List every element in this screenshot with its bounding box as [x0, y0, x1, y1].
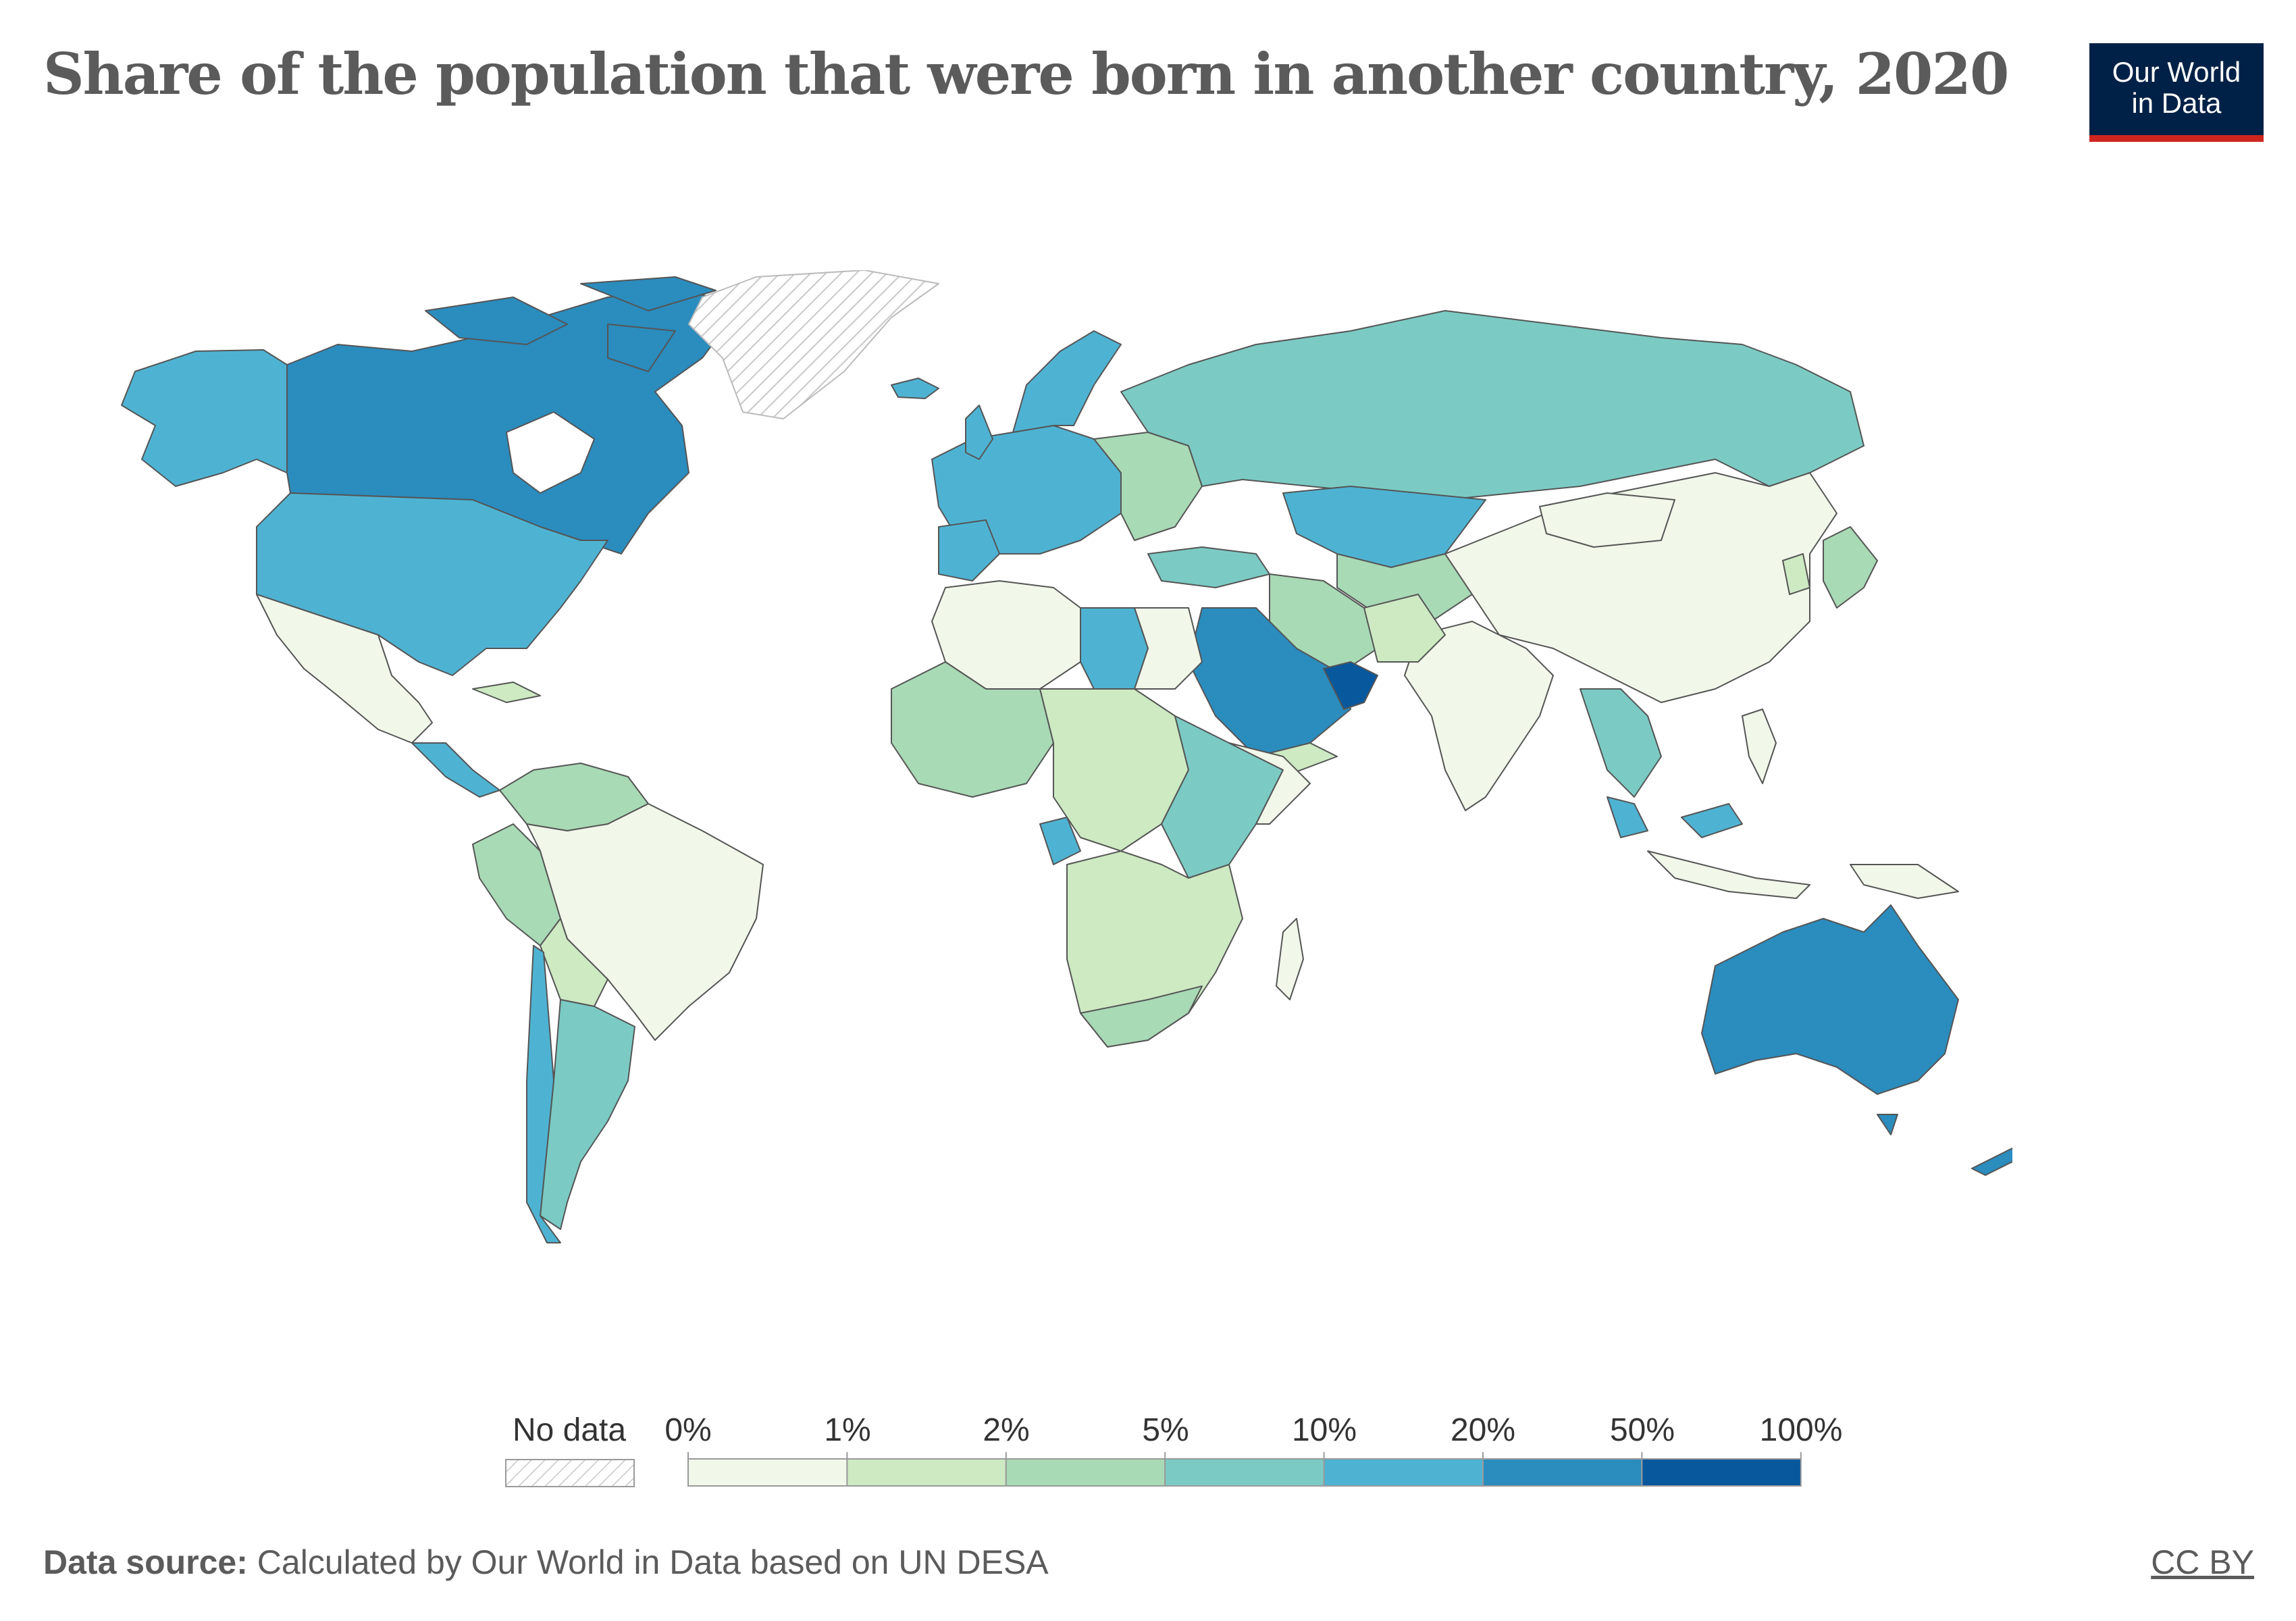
legend-bin-6[interactable]	[1641, 1458, 1802, 1487]
region-cuba[interactable]	[472, 681, 541, 703]
region-korea[interactable]	[1782, 553, 1810, 595]
owid-logo[interactable]: Our World in Data	[2089, 43, 2264, 142]
region-chile[interactable]	[526, 945, 561, 1243]
region-south-africa[interactable]	[1080, 985, 1203, 1048]
hudson-bay	[506, 411, 595, 494]
region-australia[interactable]	[1701, 904, 1959, 1095]
region-scandinavia[interactable]	[1012, 330, 1122, 433]
region-egypt[interactable]	[1134, 607, 1203, 690]
legend-bin-0[interactable]	[687, 1458, 848, 1487]
legend-tick-1: 1%	[824, 1412, 871, 1448]
data-source-text: Calculated by Our World in Data based on…	[257, 1543, 1049, 1581]
legend-no-data-swatch	[505, 1459, 635, 1487]
license-link[interactable]: CC BY	[2151, 1543, 2254, 1581]
data-source-label: Data source:	[43, 1543, 248, 1581]
region-russia[interactable]	[1120, 310, 1864, 500]
region-central-america[interactable]	[411, 742, 500, 798]
region-alaska[interactable]	[121, 349, 288, 487]
region-mongolia[interactable]	[1539, 492, 1675, 548]
region-japan[interactable]	[1823, 526, 1878, 609]
legend-color-scale	[687, 1452, 1802, 1487]
legend-tick-2: 2%	[983, 1412, 1030, 1448]
logo-line-1: Our World	[2112, 56, 2241, 88]
legend-bin-3[interactable]	[1164, 1458, 1325, 1487]
region-argentina[interactable]	[540, 999, 635, 1230]
logo-line-2: in Data	[2131, 87, 2222, 119]
region-malaysia[interactable]	[1607, 796, 1743, 838]
region-indonesia[interactable]	[1647, 850, 1959, 899]
region-mexico[interactable]	[256, 594, 433, 744]
region-united-kingdom[interactable]	[965, 405, 993, 460]
region-turkey[interactable]	[1147, 546, 1270, 588]
region-spain[interactable]	[938, 519, 1000, 582]
region-new-zealand[interactable]	[1971, 1094, 2012, 1176]
legend-tick-7: 100%	[1759, 1412, 1843, 1448]
region-canada-islands[interactable]	[425, 276, 716, 372]
region-central-asia[interactable]	[1336, 553, 1473, 622]
region-gabon[interactable]	[1039, 817, 1081, 865]
legend-bin-5[interactable]	[1482, 1458, 1643, 1487]
legend-tick-5: 20%	[1450, 1412, 1516, 1448]
region-tasmania[interactable]	[1877, 1114, 1898, 1135]
region-southeast-asia[interactable]	[1580, 688, 1662, 798]
region-north-africa[interactable]	[931, 580, 1081, 690]
legend-tick-3: 5%	[1142, 1412, 1189, 1448]
legend-no-data-label: No data	[512, 1412, 627, 1448]
data-source: Data source: Calculated by Our World in …	[43, 1543, 1049, 1582]
legend-tick-0: 0%	[664, 1412, 712, 1448]
legend-tick-6: 50%	[1609, 1412, 1675, 1448]
region-saudi-arabia[interactable]	[1188, 607, 1351, 757]
region-west-africa[interactable]	[891, 661, 1054, 798]
region-india[interactable]	[1404, 621, 1554, 811]
region-horn-of-africa[interactable]	[1228, 742, 1311, 825]
region-uae[interactable]	[1323, 661, 1378, 710]
region-pakistan[interactable]	[1363, 594, 1446, 663]
legend-bin-1[interactable]	[846, 1458, 1007, 1487]
legend-bin-4[interactable]	[1323, 1458, 1484, 1487]
legend-tick-4: 10%	[1291, 1412, 1357, 1448]
region-greenland[interactable]	[688, 270, 939, 419]
region-madagascar[interactable]	[1276, 918, 1304, 1000]
region-philippines[interactable]	[1742, 709, 1777, 784]
world-map	[121, 270, 2012, 1243]
region-iceland[interactable]	[891, 378, 939, 399]
chart-title: Share of the population that were born i…	[43, 41, 2009, 107]
legend-bin-2[interactable]	[1005, 1458, 1166, 1487]
